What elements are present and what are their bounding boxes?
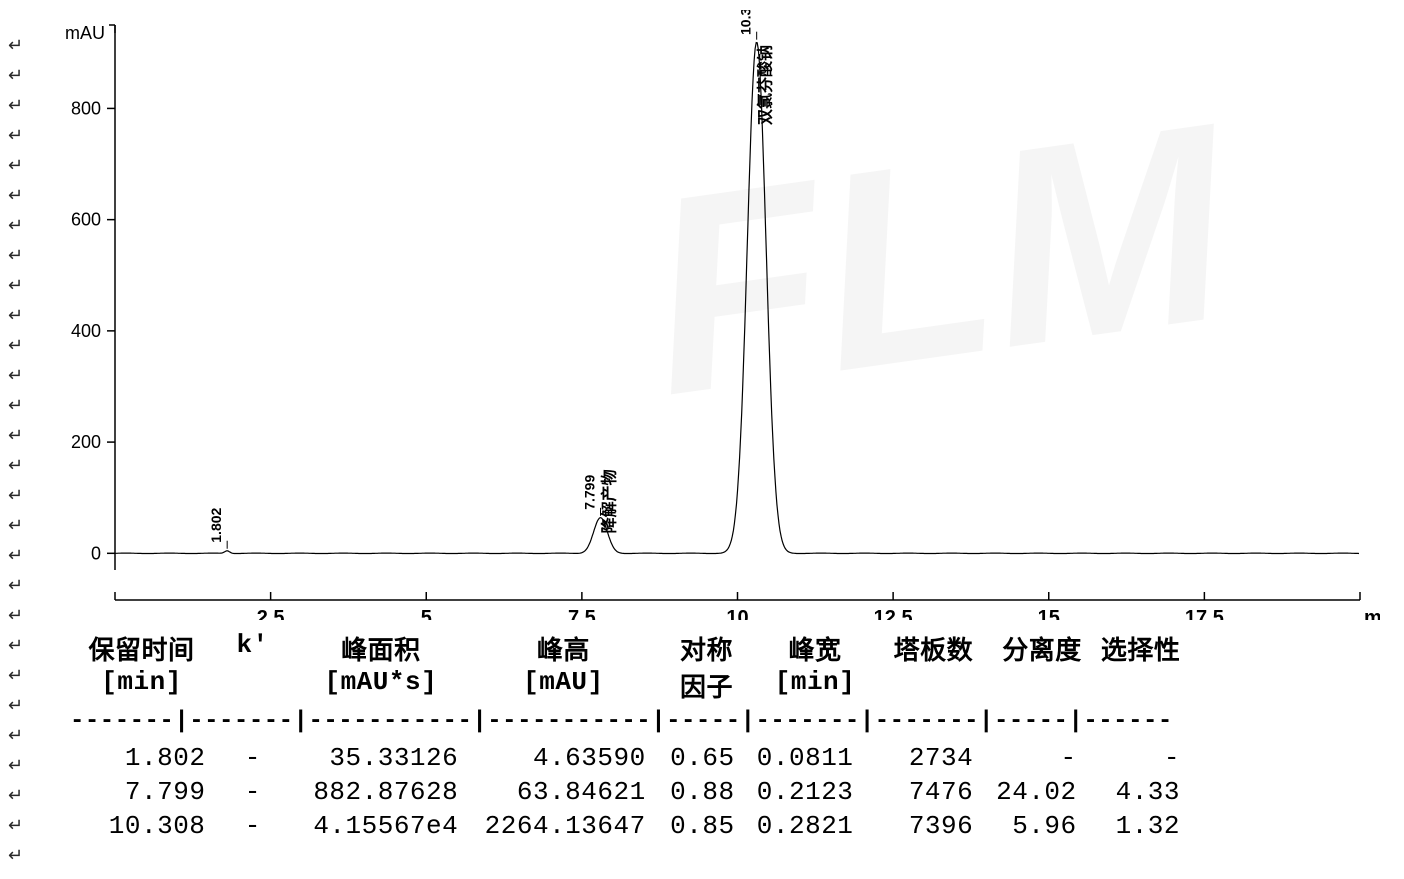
col-header-area: 峰面积[mAU*s] — [292, 630, 470, 697]
cell-sym: 0.65 — [656, 741, 749, 775]
cell-sel: 4.33 — [1087, 775, 1190, 809]
cell-sel: 1.32 — [1087, 809, 1190, 843]
svg-text:降解产物: 降解产物 — [599, 469, 618, 533]
paragraph-mark: ↵ — [8, 150, 38, 180]
cell-plates: 7476 — [861, 775, 983, 809]
paragraph-mark: ↵ — [8, 180, 38, 210]
table-row: 1.802-35.331264.635900.650.08112734-- — [70, 741, 1190, 775]
svg-text:7.5: 7.5 — [568, 607, 596, 620]
svg-text:200: 200 — [71, 432, 101, 452]
paragraph-mark: ↵ — [8, 90, 38, 120]
cell-k: - — [215, 741, 290, 775]
cell-sym: 0.85 — [656, 809, 749, 843]
paragraph-mark: ↵ — [8, 60, 38, 90]
paragraph-mark: ↵ — [8, 810, 38, 840]
cell-height: 63.84621 — [468, 775, 655, 809]
cell-area: 35.33126 — [290, 741, 468, 775]
paragraph-mark: ↵ — [8, 720, 38, 750]
svg-text:0: 0 — [91, 543, 101, 563]
chromatogram-svg: 0 200 400 600 800 mAU 2.5 5 7.5 10 12.5 15 17.5 m 1.80… — [60, 10, 1380, 620]
peak-results-table: 保留时间[min]k'峰面积[mAU*s]峰高[mAU]对称因子峰宽[min]塔… — [70, 630, 1190, 843]
paragraph-mark: ↵ — [8, 30, 38, 60]
table-separator-row: -------|-------|-----------|-----------|… — [70, 708, 1190, 735]
cell-res: 24.02 — [983, 775, 1086, 809]
cell-rt: 10.308 — [70, 809, 215, 843]
col-header-sel: 选择性 — [1091, 630, 1190, 667]
chromatogram-chart: 0 200 400 600 800 mAU 2.5 5 7.5 10 12.5 15 17.5 m 1.80… — [60, 10, 1380, 620]
svg-text:mAU: mAU — [65, 23, 105, 43]
paragraph-mark: ↵ — [8, 630, 38, 660]
svg-text:12.5: 12.5 — [874, 607, 913, 620]
svg-text:m: m — [1364, 607, 1380, 620]
cell-k: - — [215, 775, 290, 809]
cell-k: - — [215, 809, 290, 843]
paragraph-mark: ↵ — [8, 450, 38, 480]
svg-text:800: 800 — [71, 98, 101, 118]
paragraph-mark: ↵ — [8, 780, 38, 810]
paragraph-mark: ↵ — [8, 510, 38, 540]
col-header-k: k' — [213, 630, 292, 660]
svg-text:15: 15 — [1038, 607, 1060, 620]
cell-area: 4.15567e4 — [290, 809, 468, 843]
paragraph-mark: ↵ — [8, 480, 38, 510]
cell-sym: 0.88 — [656, 775, 749, 809]
paragraph-mark: ↵ — [8, 360, 38, 390]
paragraph-mark: ↵ — [8, 570, 38, 600]
paragraph-mark: ↵ — [8, 600, 38, 630]
paragraph-mark: ↵ — [8, 210, 38, 240]
cell-height: 2264.13647 — [468, 809, 655, 843]
table-header-row: 保留时间[min]k'峰面积[mAU*s]峰高[mAU]对称因子峰宽[min]塔… — [70, 630, 1190, 704]
paragraph-mark: ↵ — [8, 660, 38, 690]
cell-plates: 7396 — [861, 809, 983, 843]
col-header-res: 分离度 — [993, 630, 1092, 667]
table-row: 7.799-882.8762863.846210.880.2123747624.… — [70, 775, 1190, 809]
cell-pw: 0.2821 — [749, 809, 861, 843]
cell-height: 4.63590 — [468, 741, 655, 775]
paragraph-mark: ↵ — [8, 390, 38, 420]
svg-text:7.799: 7.799 — [581, 475, 597, 510]
col-header-pw: 峰宽[min] — [756, 630, 874, 697]
svg-text:10: 10 — [726, 607, 748, 620]
paragraph-marks-column: ↵↵↵↵↵↵↵↵↵↵↵↵↵↵↵↵↵↵↵↵↵↵↵↵↵↵↵↵ — [8, 30, 38, 870]
cell-sel: - — [1087, 741, 1190, 775]
cell-pw: 0.0811 — [749, 741, 861, 775]
cell-pw: 0.2123 — [749, 775, 861, 809]
svg-text:600: 600 — [71, 210, 101, 230]
paragraph-mark: ↵ — [8, 120, 38, 150]
paragraph-mark: ↵ — [8, 300, 38, 330]
paragraph-mark: ↵ — [8, 420, 38, 450]
cell-res: - — [983, 741, 1086, 775]
col-header-sym: 对称因子 — [657, 630, 756, 704]
paragraph-mark: ↵ — [8, 750, 38, 780]
page-root: FLM ↵↵↵↵↵↵↵↵↵↵↵↵↵↵↵↵↵↵↵↵↵↵↵↵↵↵↵↵ 0200400… — [0, 0, 1404, 879]
svg-text:2.5: 2.5 — [257, 607, 285, 620]
cell-res: 5.96 — [983, 809, 1086, 843]
svg-text:5: 5 — [421, 607, 432, 620]
paragraph-mark: ↵ — [8, 690, 38, 720]
table-row: 10.308-4.15567e42264.136470.850.28217396… — [70, 809, 1190, 843]
svg-text:双氯芬酸钠: 双氯芬酸钠 — [756, 45, 775, 125]
col-header-height: 峰高[mAU] — [470, 630, 657, 697]
cell-area: 882.87628 — [290, 775, 468, 809]
svg-text:17.5: 17.5 — [1185, 607, 1224, 620]
svg-text:10.308: 10.308 — [738, 10, 754, 35]
svg-text:1.802: 1.802 — [208, 507, 224, 542]
paragraph-mark: ↵ — [8, 240, 38, 270]
cell-plates: 2734 — [861, 741, 983, 775]
col-header-plates: 塔板数 — [874, 630, 992, 667]
col-header-rt: 保留时间[min] — [70, 630, 213, 697]
cell-rt: 1.802 — [70, 741, 215, 775]
paragraph-mark: ↵ — [8, 540, 38, 570]
paragraph-mark: ↵ — [8, 330, 38, 360]
table-body: 1.802-35.331264.635900.650.08112734--7.7… — [70, 741, 1190, 843]
svg-text:400: 400 — [71, 321, 101, 341]
paragraph-mark: ↵ — [8, 840, 38, 870]
cell-rt: 7.799 — [70, 775, 215, 809]
paragraph-mark: ↵ — [8, 270, 38, 300]
